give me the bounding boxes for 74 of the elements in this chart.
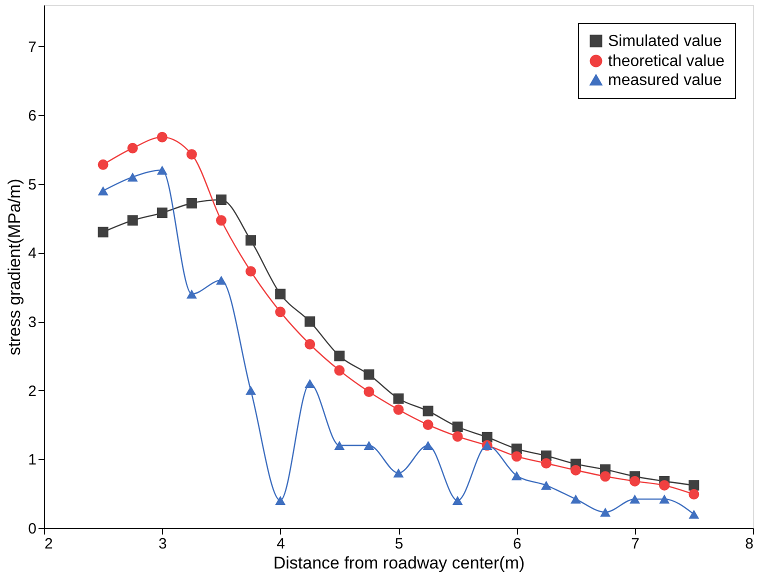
point [511, 451, 522, 462]
point [688, 489, 700, 500]
x-tick-label: 5 [394, 536, 404, 552]
point [511, 471, 522, 480]
point [452, 496, 463, 506]
point [334, 350, 345, 362]
point [334, 440, 345, 450]
y-tick-label: 0 [28, 520, 36, 538]
point [630, 494, 640, 504]
x-tick-label: 6 [512, 536, 522, 552]
point [304, 339, 316, 350]
x-tick-label: 7 [631, 536, 640, 552]
point [216, 276, 226, 285]
point [186, 149, 197, 160]
point [364, 369, 374, 380]
point [98, 226, 108, 238]
point [600, 508, 611, 517]
point [393, 393, 404, 404]
point [570, 494, 581, 504]
point [127, 215, 138, 226]
x-tick-label: 2 [44, 536, 53, 552]
point [364, 440, 374, 450]
point [688, 480, 700, 491]
point [422, 440, 434, 450]
y-tick-label: 5 [28, 176, 36, 194]
legend-label: theoretical value [608, 53, 725, 70]
point [246, 235, 256, 246]
legend-label: Simulated value [608, 33, 722, 50]
x-tick-label: 4 [276, 536, 286, 552]
y-tick-label: 6 [28, 108, 36, 125]
x-tick-label: 3 [158, 536, 167, 552]
point [540, 458, 552, 469]
x-axis-title: Distance from roadway center(m) [273, 554, 525, 572]
y-tick-label: 7 [28, 38, 36, 56]
point [304, 378, 316, 388]
point [127, 172, 138, 182]
point [186, 289, 197, 299]
point [393, 404, 404, 415]
point [659, 494, 670, 504]
point [452, 422, 463, 432]
point [156, 208, 168, 218]
point [540, 480, 552, 490]
point [275, 306, 286, 318]
point [156, 132, 168, 142]
point [393, 468, 404, 478]
point [216, 215, 226, 226]
point [156, 166, 168, 175]
point [570, 464, 581, 476]
point [127, 142, 138, 154]
point [246, 266, 256, 277]
legend-label: measured value [608, 72, 722, 89]
point [98, 159, 108, 170]
y-tick-label: 1 [28, 452, 36, 469]
y-axis-title: stress gradient(MPa/m) [5, 178, 24, 356]
point [688, 510, 700, 519]
point [275, 496, 286, 506]
point [216, 194, 226, 205]
point [422, 420, 434, 430]
point [304, 316, 316, 327]
point [630, 476, 640, 486]
y-tick-label: 2 [28, 382, 36, 400]
point [452, 431, 463, 442]
point [334, 365, 345, 376]
y-tick-label: 3 [28, 314, 36, 332]
point [364, 386, 374, 397]
point [422, 406, 434, 416]
x-tick-label: 8 [745, 536, 754, 552]
point [98, 186, 108, 196]
point [659, 480, 670, 491]
point [275, 288, 286, 300]
point [186, 198, 197, 208]
point [246, 386, 256, 395]
point [600, 471, 611, 482]
y-tick-label: 4 [28, 245, 36, 262]
